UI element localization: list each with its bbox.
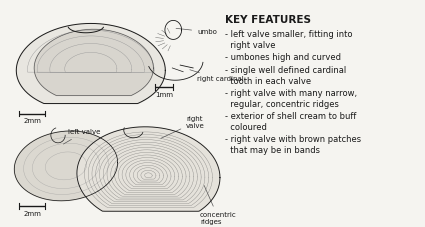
Text: - single well defined cardinal
  tooth in each valve: - single well defined cardinal tooth in … bbox=[225, 66, 346, 86]
Polygon shape bbox=[14, 131, 118, 201]
Polygon shape bbox=[77, 127, 220, 211]
Text: left valve: left valve bbox=[63, 129, 100, 144]
Text: - exterior of shell cream to buff
  coloured: - exterior of shell cream to buff colour… bbox=[225, 112, 356, 132]
Text: - left valve smaller, fitting into
  right valve: - left valve smaller, fitting into right… bbox=[225, 30, 352, 50]
Text: - umbones high and curved: - umbones high and curved bbox=[225, 53, 341, 62]
Text: 1mm: 1mm bbox=[155, 92, 173, 98]
Text: right
valve: right valve bbox=[161, 116, 205, 138]
Text: - right valve with many narrow,
  regular, concentric ridges: - right valve with many narrow, regular,… bbox=[225, 89, 357, 109]
Text: 2mm: 2mm bbox=[23, 211, 41, 217]
Text: 2mm: 2mm bbox=[23, 118, 41, 124]
Text: umbo: umbo bbox=[176, 28, 217, 35]
Polygon shape bbox=[34, 29, 153, 96]
Polygon shape bbox=[16, 23, 165, 104]
Text: KEY FEATURES: KEY FEATURES bbox=[225, 15, 311, 25]
Text: concentric
ridges: concentric ridges bbox=[200, 185, 237, 225]
Text: - right valve with brown patches
  that may be in bands: - right valve with brown patches that ma… bbox=[225, 135, 361, 155]
Text: right cardinal: right cardinal bbox=[190, 70, 244, 82]
